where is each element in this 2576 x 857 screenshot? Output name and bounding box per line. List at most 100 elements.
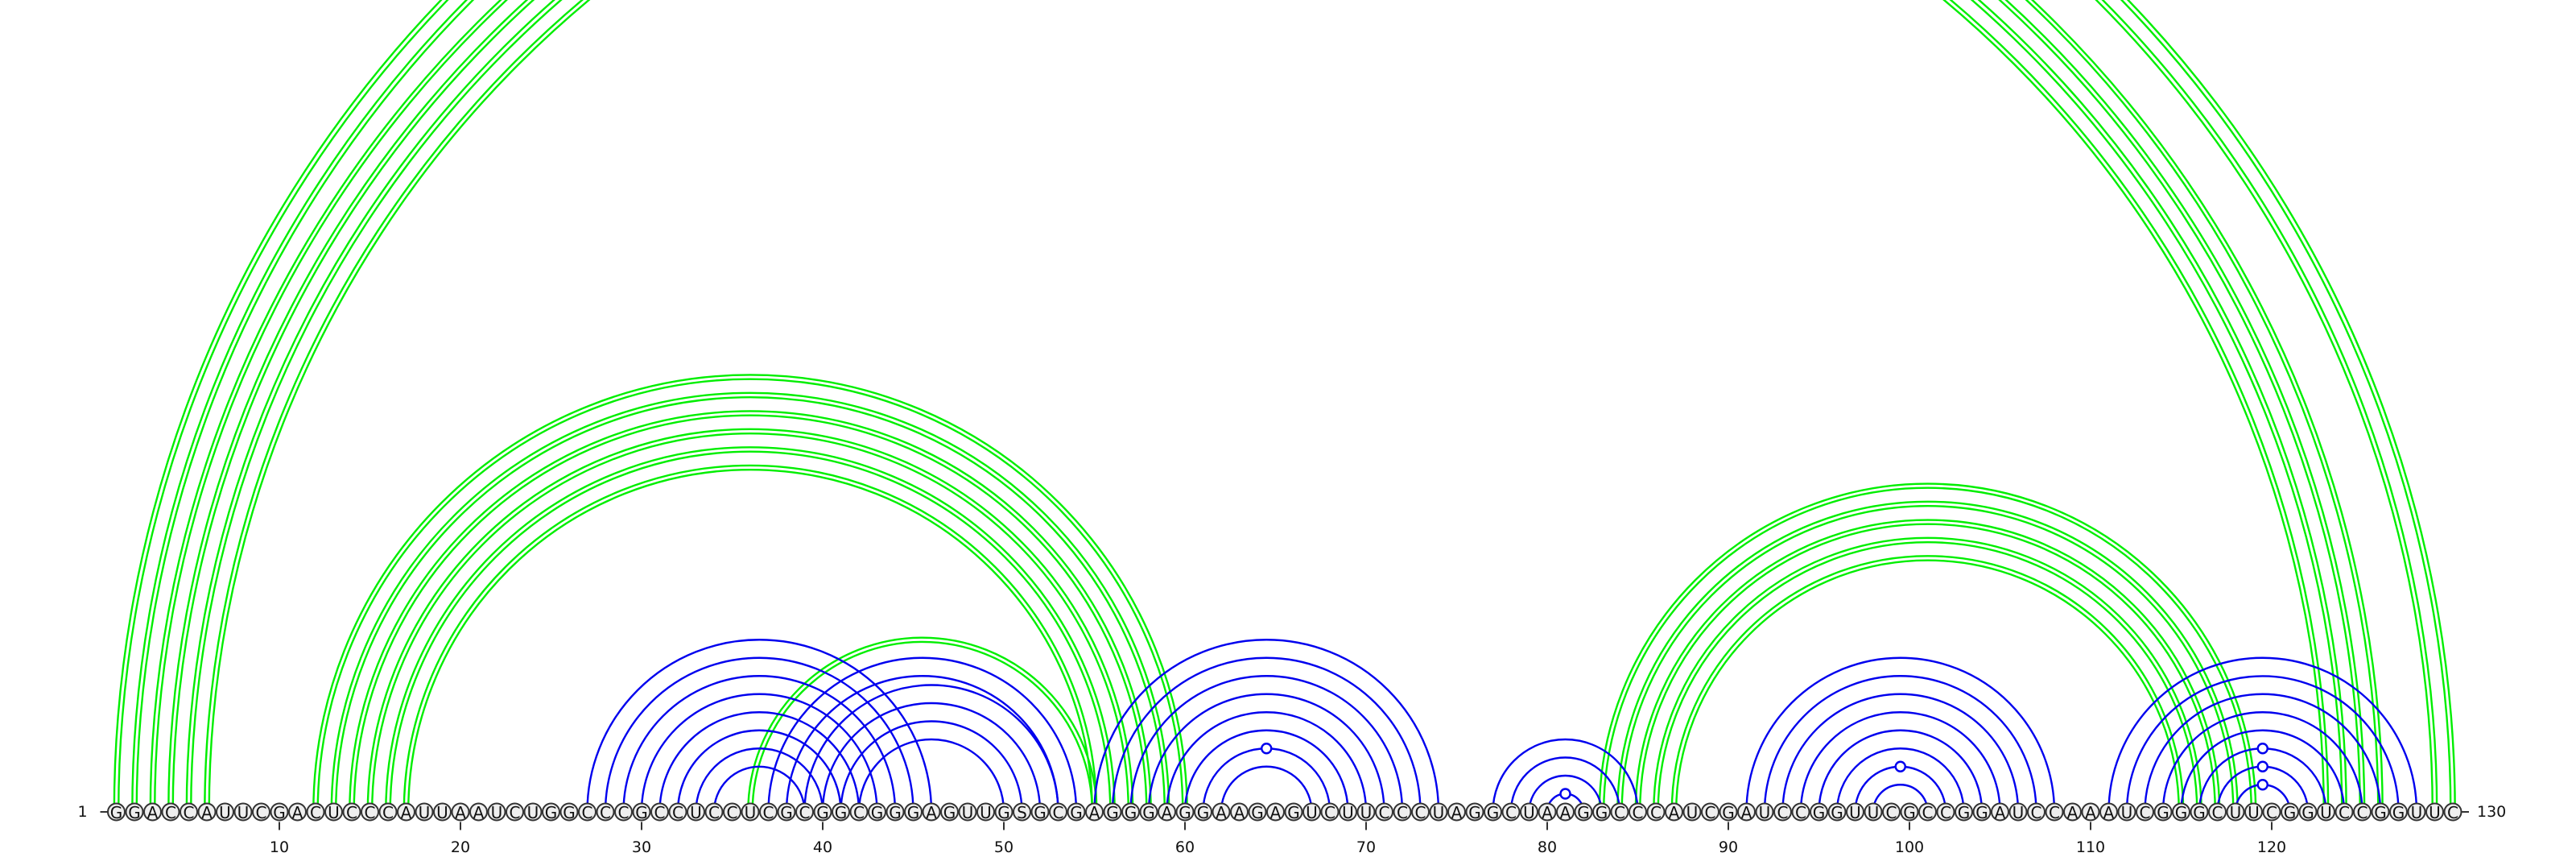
nucleotide: G <box>813 802 832 822</box>
nucleotide-letter: U <box>491 803 503 822</box>
green-pair-arc-strand <box>1653 536 2202 813</box>
nucleotide: A <box>288 802 307 822</box>
nucleotide: U <box>2117 802 2136 822</box>
nucleotide: G <box>1972 802 1992 822</box>
nucleotide-circle <box>1175 802 1195 822</box>
nucleotide: A <box>1991 802 2009 822</box>
nucleotide-letter: C <box>1650 803 1662 822</box>
nucleotide: C <box>596 802 615 822</box>
nucleotide-circle <box>2371 802 2390 822</box>
nucleotide-letter: A <box>926 803 937 822</box>
nucleotide-letter: G <box>780 803 793 822</box>
nucleotide-circle <box>397 802 415 822</box>
nucleotide: G <box>1139 802 1158 822</box>
nucleotide: G <box>868 802 886 822</box>
nucleotide-circle <box>1682 802 1702 822</box>
nucleotide-letter: A <box>1216 803 1227 822</box>
nucleotide-circle <box>994 802 1013 822</box>
nucleotide: G <box>1719 802 1738 822</box>
nucleotide-letter: C <box>2049 803 2060 822</box>
nucleotide-letter: C <box>2266 803 2277 822</box>
nucleotide-letter: G <box>1070 803 1083 822</box>
nucleotide-letter: G <box>1197 803 1210 822</box>
base-pair-arcs <box>113 0 2456 813</box>
nucleotide-letter: S <box>1017 803 1027 822</box>
green-pair-arc <box>204 0 2330 813</box>
nucleotide-circle <box>1538 802 1557 822</box>
nucleotide-letter: U <box>527 803 539 822</box>
nucleotide-circle <box>1139 802 1158 822</box>
blue-pair-arc <box>1799 711 2001 813</box>
nucleotide-letter: G <box>1106 803 1119 822</box>
tick-label: 90 <box>1719 838 1738 856</box>
nucleotide: G <box>2153 802 2173 822</box>
nucleotide-circle <box>1429 802 1448 822</box>
nucleotide-circle <box>2443 802 2462 822</box>
nucleotide: A <box>2081 802 2100 822</box>
nucleotide-circle <box>2081 802 2100 822</box>
nucleotide-circle <box>2008 802 2028 822</box>
nucleotide-circle <box>958 802 977 822</box>
nucleotide: G <box>1810 802 1828 822</box>
nucleotide-circle <box>1356 802 1376 822</box>
nucleotide-letter: C <box>1940 803 1951 822</box>
nucleotide: C <box>2334 802 2354 822</box>
nucleotide-letter: C <box>382 803 394 822</box>
nucleotide-circle <box>2425 802 2444 822</box>
nucleotide: G <box>107 802 126 822</box>
nucleotide: G <box>2190 802 2209 822</box>
nucleotide-letter: C <box>654 803 666 822</box>
nucleotide-circle <box>1103 802 1122 822</box>
nucleotide-letter: U <box>1342 803 1354 822</box>
nucleotide: C <box>1393 802 1412 822</box>
green-pair-arc-strand <box>113 0 2456 813</box>
blue-pair-arc <box>1111 656 1422 813</box>
nucleotide: U <box>523 802 543 822</box>
nucleotide: C <box>2262 802 2281 822</box>
green-pair-arc-strand <box>1620 505 2235 813</box>
nucleotide-letter: G <box>1468 803 1481 822</box>
nucleotide-circle <box>1212 802 1231 822</box>
nucleotide: A <box>143 802 162 822</box>
nucleotide: C <box>1646 802 1666 822</box>
nucleotide-circle <box>723 802 741 822</box>
nucleotide-circle <box>180 802 198 822</box>
nucleotide-circle <box>886 802 905 822</box>
nucleotide-circle <box>2244 802 2263 822</box>
nucleotide-circle <box>1991 802 2009 822</box>
nucleotide: A <box>1266 802 1285 822</box>
blue-pair-arc <box>1093 639 1440 813</box>
blue-pair-arc <box>1745 656 2056 813</box>
nucleotide-letter: A <box>455 803 466 822</box>
nucleotide-circle <box>2027 802 2046 822</box>
nucleotide-letter: U <box>219 803 231 822</box>
nucleotide-letter: C <box>1505 803 1517 822</box>
nucleotide-circle <box>2407 802 2426 822</box>
nucleotide: U <box>976 802 995 822</box>
nucleotide-letter: U <box>1523 803 1535 822</box>
nucleotide-circle <box>2136 802 2154 822</box>
green-pair-arc <box>185 0 2347 813</box>
nucleotide-circle <box>433 802 452 822</box>
nucleotide: U <box>1682 802 1702 822</box>
blue-pair-arc <box>2180 729 2346 813</box>
nucleotide-letter: U <box>2121 803 2133 822</box>
nucleotide: A <box>1538 802 1557 822</box>
nucleotide-letter: U <box>1759 803 1771 822</box>
nucleotide: U <box>1864 802 1883 822</box>
nucleotide-circle <box>1900 802 1919 822</box>
green-pair-arc-strand <box>330 391 1170 813</box>
nucleotide-letter: U <box>745 803 757 822</box>
nucleotide: C <box>2136 802 2154 822</box>
blue-pair-arc <box>1835 747 1965 813</box>
nucleotide: G <box>1103 802 1122 822</box>
tick-label: 110 <box>2076 838 2105 856</box>
nucleotide-letter: A <box>1669 803 1680 822</box>
nucleotide-letter: C <box>672 803 683 822</box>
nucleotide-circle <box>216 802 234 822</box>
wobble-pair-marker <box>1261 743 1273 755</box>
nucleotide: C <box>614 802 633 822</box>
nucleotide: C <box>2353 802 2372 822</box>
nucleotide-letter: U <box>436 803 448 822</box>
nucleotide-letter: G <box>545 803 558 822</box>
